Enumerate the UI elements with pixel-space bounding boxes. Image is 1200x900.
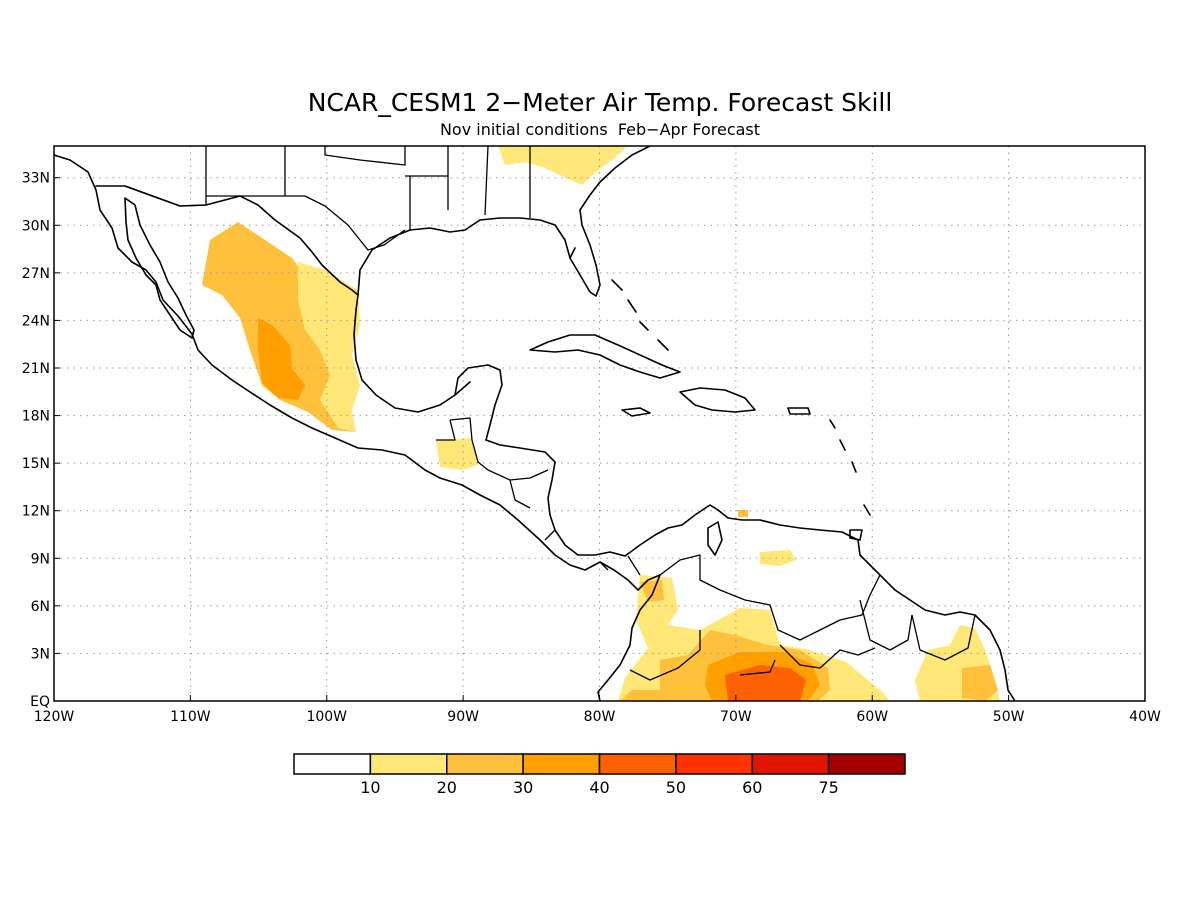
- lat-tick-label: 12N: [22, 504, 50, 520]
- colorbar-swatch: [522, 753, 601, 775]
- lon-tick-label: 110W: [170, 709, 211, 725]
- border-central-america: [436, 417, 641, 576]
- lon-tick-label: 50W: [993, 709, 1025, 725]
- map-panel: 120W 110W 100W 90W 80W 70W 60W 50W 40W EQ 3N 6N 9N 1…: [22, 145, 1161, 725]
- colorbar-label: 10: [360, 778, 380, 797]
- coast-puerto-rico: [787, 407, 811, 415]
- coast-cuba: [529, 334, 681, 379]
- colorbar-label: 40: [589, 778, 609, 797]
- lat-tick-label: 6N: [31, 599, 50, 615]
- skill-region-amapa-core: [962, 665, 998, 701]
- colorbar-label: 60: [742, 778, 762, 797]
- map-background: [54, 146, 1145, 701]
- lon-tick-label: 90W: [447, 709, 479, 725]
- colorbar-label: 75: [818, 778, 838, 797]
- coast-florida: [569, 247, 576, 259]
- coast-trinidad: [849, 529, 863, 541]
- map-title: NCAR_CESM1 2−Meter Air Temp. Forecast Sk…: [308, 88, 893, 117]
- skill-region-central-mexico: [258, 318, 305, 400]
- lat-lon-grid: [54, 146, 1145, 701]
- colorbar: 10 20 30 40 50 60 75: [293, 753, 906, 797]
- colorbar-swatch: [751, 753, 830, 775]
- border-south-america: [629, 554, 976, 681]
- coast-baja-california: [124, 197, 195, 339]
- lat-tick-label: 24N: [22, 313, 50, 329]
- lat-tick-label: 3N: [31, 646, 50, 662]
- skill-shading: [202, 146, 1000, 701]
- colorbar-swatch: [369, 753, 448, 775]
- coast-jamaica: [621, 407, 651, 417]
- lon-tick-label: 40W: [1129, 709, 1161, 725]
- lat-tick-label: 27N: [22, 266, 50, 282]
- coast-lake-maracaibo: [707, 521, 723, 556]
- skill-region-colombia-core: [640, 580, 664, 602]
- colorbar-label: 50: [666, 778, 686, 797]
- border-us-mexico: [124, 146, 406, 251]
- lon-tick-label: 80W: [584, 709, 616, 725]
- lon-tick-label: 60W: [856, 709, 888, 725]
- coast-south-america-west: [597, 574, 661, 701]
- coast-gulf-of-mexico: [353, 146, 651, 441]
- latitude-tick-labels: EQ 3N 6N 9N 12N 15N 18N 21N 24N 27N 30N 33N: [22, 171, 60, 710]
- skill-region-guyana-dot: [738, 510, 748, 517]
- lat-tick-label: 33N: [22, 171, 50, 187]
- colorbar-label: 20: [437, 778, 457, 797]
- coast-hispaniola: [679, 387, 756, 413]
- lon-tick-label: 100W: [306, 709, 347, 725]
- lat-tick-label: 18N: [22, 409, 50, 425]
- skill-region-guatemala: [436, 438, 478, 470]
- colorbar-swatch: [827, 753, 906, 775]
- coast-lesser-antilles: [829, 419, 871, 516]
- coast-yucatan: [454, 381, 471, 396]
- coast-mexico-pacific: [54, 154, 661, 591]
- lat-tick-label: 15N: [22, 456, 50, 472]
- coast-bahamas: [611, 279, 669, 351]
- skill-region-venezuela-small: [760, 550, 796, 566]
- coast-central-america-caribbean: [485, 439, 719, 557]
- border-us-states: [405, 146, 531, 230]
- longitude-tick-labels: 120W 110W 100W 90W 80W 70W 60W 50W 40W: [34, 695, 1161, 725]
- map-subtitle: Nov initial conditions Feb−Apr Forecast: [440, 120, 760, 139]
- colorbar-swatch: [598, 753, 677, 775]
- lat-tick-label: 21N: [22, 361, 50, 377]
- lat-tick-label: 30N: [22, 218, 50, 234]
- skill-region-northwest-mexico: [202, 222, 358, 432]
- lon-tick-label: 70W: [720, 709, 752, 725]
- political-borders: [124, 146, 976, 681]
- colorbar-label: 30: [513, 778, 533, 797]
- colorbar-swatch: [675, 753, 753, 775]
- lon-tick-label: 120W: [34, 709, 75, 725]
- skill-region-east-mexico-fringe: [298, 262, 360, 432]
- colorbar-swatch: [293, 753, 372, 775]
- coastlines: [54, 146, 1016, 701]
- colorbar-swatch: [446, 753, 524, 775]
- lat-tick-label: EQ: [30, 694, 50, 710]
- lat-tick-label: 9N: [31, 551, 50, 567]
